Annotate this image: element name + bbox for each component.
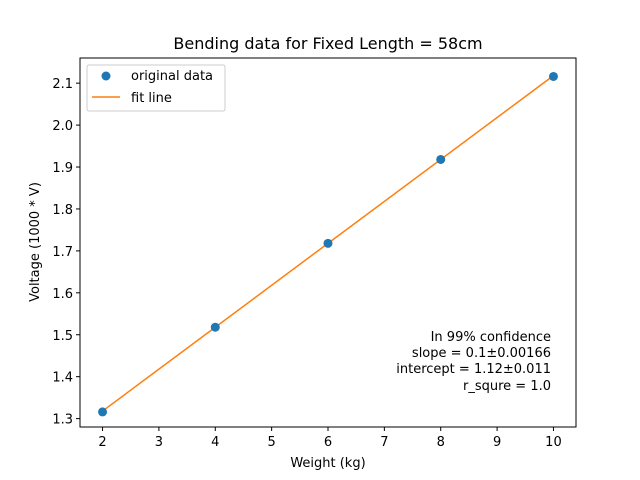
legend-marker-original-data (101, 71, 111, 81)
plot-frame (79, 57, 577, 428)
legend: original data fit line (86, 64, 226, 112)
y-axis-label: Voltage (1000 * V) (28, 182, 43, 302)
annotation-line-slope: slope = 0.1±0.00166 (412, 346, 551, 361)
annotation-line-confidence: In 99% confidence (431, 330, 551, 345)
data-point (548, 71, 558, 81)
y-tick-label: 2.0 (52, 119, 73, 134)
data-point (98, 407, 108, 417)
y-tick-label: 2.1 (52, 77, 73, 92)
y-tick-label: 1.8 (52, 203, 73, 218)
x-tick-label: 8 (437, 435, 445, 450)
y-tick-label: 1.5 (52, 329, 73, 344)
y-tick-label: 1.7 (52, 245, 73, 260)
x-tick-label: 9 (493, 435, 501, 450)
annotation-line-intercept: intercept = 1.12±0.011 (396, 362, 551, 377)
data-point (210, 322, 220, 332)
y-tick-label: 1.4 (52, 371, 73, 386)
x-tick-label: 2 (98, 435, 106, 450)
y-tick-label: 1.3 (52, 413, 73, 428)
data-point (436, 154, 446, 164)
annotation: In 99% confidence slope = 0.1±0.00166 in… (396, 330, 551, 394)
y-tick-label: 1.6 (52, 287, 73, 302)
x-tick-label: 5 (267, 435, 275, 450)
x-tick-label: 6 (324, 435, 332, 450)
x-tick-label: 4 (211, 435, 219, 450)
legend-box (86, 64, 226, 112)
chart-title: Bending data for Fixed Length = 58cm (173, 34, 482, 53)
legend-label-original-data: original data (131, 69, 213, 84)
plot-area: 2 3 4 5 6 7 8 9 10 1.3 1.4 1.5 1.6 1.7 1.8 1.9 2.0 2.1 (52, 71, 562, 450)
x-axis-label: Weight (kg) (290, 456, 365, 471)
x-tick-label: 10 (545, 435, 562, 450)
x-tick-label: 3 (155, 435, 163, 450)
x-tick-label: 7 (380, 435, 388, 450)
data-point (323, 238, 333, 248)
y-tick-label: 1.9 (52, 161, 73, 176)
legend-label-fit-line: fit line (131, 91, 172, 106)
annotation-line-r-squared: r_squre = 1.0 (463, 379, 551, 394)
